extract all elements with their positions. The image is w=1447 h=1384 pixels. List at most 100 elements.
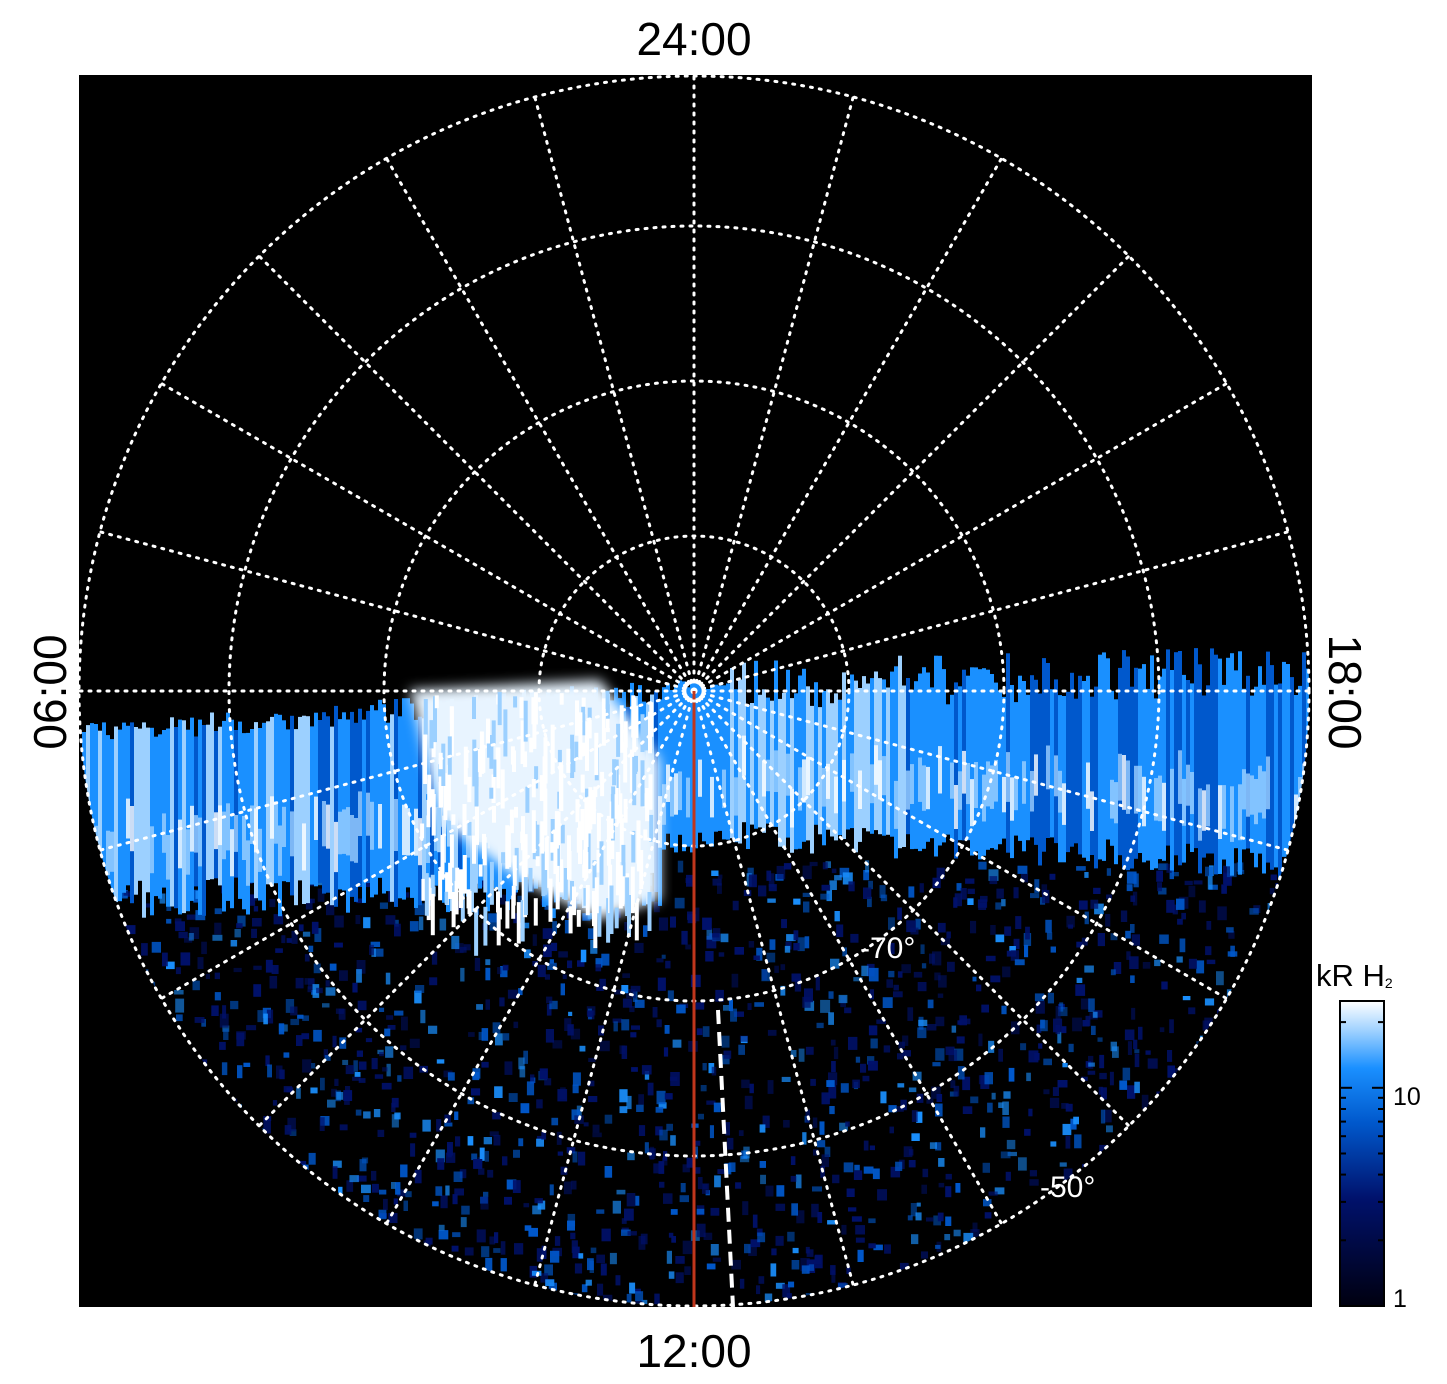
- noise-pixel: [893, 984, 899, 991]
- noise-pixel: [848, 1207, 857, 1212]
- meridian-line: [692, 689, 1131, 1128]
- noise-pixel: [747, 867, 754, 877]
- noise-pixel: [980, 895, 988, 902]
- noise-pixel: [365, 1038, 373, 1043]
- noise-pixel: [345, 1086, 351, 1091]
- bright-streak: [594, 732, 599, 776]
- noise-pixel: [1179, 938, 1186, 953]
- bright-streak: [539, 775, 544, 801]
- noise-pixel: [504, 1061, 513, 1075]
- bright-streak: [474, 772, 479, 807]
- noise-pixel: [237, 915, 246, 927]
- noise-pixel: [1014, 959, 1025, 966]
- noise-pixel: [629, 1006, 635, 1013]
- noise-pixel: [708, 1063, 715, 1074]
- bright-streak: [609, 885, 614, 934]
- noise-pixel: [184, 937, 193, 943]
- noise-pixel: [557, 1089, 568, 1102]
- oval-streak: [698, 684, 702, 833]
- noise-pixel: [622, 998, 633, 1008]
- noise-pixel: [539, 1068, 548, 1080]
- noise-pixel: [742, 1201, 749, 1216]
- noise-pixel: [619, 1045, 626, 1055]
- bright-streak: [426, 799, 431, 828]
- meridian-line: [385, 156, 696, 693]
- noise-pixel: [479, 1147, 485, 1161]
- noise-pixel: [243, 1062, 251, 1067]
- noise-pixel: [549, 1000, 558, 1010]
- bright-streak: [431, 886, 436, 897]
- bright-streak: [454, 880, 459, 915]
- bright-streak: [511, 885, 516, 906]
- noise-pixel: [692, 1140, 701, 1146]
- bright-streak: [615, 852, 620, 896]
- noise-pixel: [550, 942, 558, 951]
- noise-pixel: [609, 1252, 617, 1265]
- noise-pixel: [802, 865, 812, 879]
- noise-pixel: [319, 1117, 325, 1131]
- noise-pixel: [626, 1293, 632, 1306]
- pole-marker: [682, 679, 706, 703]
- noise-pixel: [991, 1092, 996, 1100]
- noise-pixel: [657, 977, 666, 991]
- noise-pixel: [665, 960, 671, 969]
- noise-pixel: [1193, 880, 1203, 885]
- oval-core-streak: [990, 765, 994, 809]
- noise-pixel: [495, 1033, 503, 1046]
- noise-pixel: [373, 948, 384, 957]
- noise-pixel: [180, 952, 191, 966]
- dashed-reference-line: [716, 1009, 735, 1308]
- noise-pixel: [976, 984, 982, 992]
- noise-pixel: [666, 1123, 673, 1131]
- noise-pixel: [1134, 1053, 1140, 1068]
- noise-pixel: [686, 1157, 695, 1168]
- oval-streak: [846, 693, 850, 830]
- oval-core-streak: [226, 803, 230, 851]
- bright-streak: [574, 741, 579, 760]
- noise-pixel: [718, 952, 725, 957]
- noise-pixel: [1093, 887, 1101, 894]
- noise-pixel: [840, 1083, 849, 1093]
- oval-streak: [1290, 677, 1294, 871]
- bright-streak: [531, 779, 536, 798]
- noise-pixel: [655, 1126, 663, 1136]
- noise-pixel: [888, 970, 895, 978]
- noise-pixel: [401, 1016, 408, 1031]
- noise-pixel: [409, 921, 419, 932]
- noise-pixel: [709, 1125, 714, 1139]
- noise-pixel: [489, 1236, 496, 1245]
- noise-pixel: [791, 1260, 800, 1270]
- noise-pixel: [828, 991, 834, 999]
- latitude-label-70: -70°: [860, 932, 915, 965]
- oval-streak: [750, 703, 754, 825]
- oval-core-streak: [906, 770, 910, 810]
- noise-pixel: [263, 1013, 268, 1025]
- noise-pixel: [387, 1025, 396, 1030]
- noise-pixel: [1084, 911, 1089, 925]
- noise-pixel: [212, 934, 223, 941]
- noise-pixel: [631, 1025, 640, 1030]
- noise-pixel: [1063, 1308, 1070, 1315]
- oval-core-streak: [322, 801, 326, 847]
- noise-pixel: [186, 914, 196, 920]
- noise-pixel: [635, 1195, 640, 1206]
- noise-pixel: [571, 1180, 577, 1190]
- oval-streak: [1222, 684, 1226, 860]
- oval-core-streak: [1254, 779, 1258, 825]
- oval-streak: [1062, 696, 1066, 863]
- oval-streak: [1010, 685, 1014, 859]
- noise-pixel: [359, 1159, 367, 1172]
- noise-pixel: [581, 1284, 588, 1293]
- noise-pixel: [693, 1146, 698, 1159]
- noise-pixel: [425, 1237, 433, 1245]
- noise-pixel: [332, 1035, 337, 1048]
- noise-pixel: [828, 1072, 838, 1086]
- bright-streak: [531, 810, 536, 853]
- oval-streak: [302, 715, 306, 904]
- noise-pixel: [574, 1263, 583, 1274]
- oval-core-streak: [378, 804, 382, 849]
- oval-streak: [374, 710, 378, 895]
- noise-pixel: [739, 1278, 745, 1289]
- noise-pixel: [842, 947, 847, 957]
- noise-pixel: [703, 1232, 713, 1240]
